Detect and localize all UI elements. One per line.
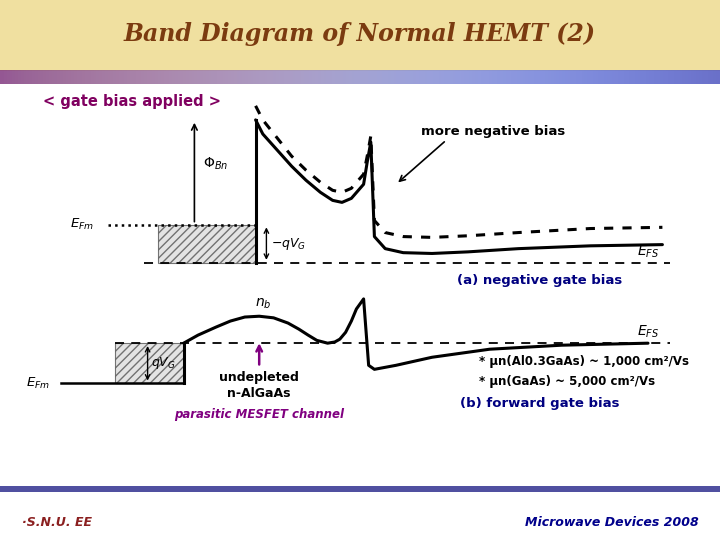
Text: $E_{Fm}$: $E_{Fm}$ [70,217,94,232]
Text: $E_{Fm}$: $E_{Fm}$ [27,376,50,391]
Text: $-qV_G$: $-qV_G$ [271,235,307,252]
Bar [158,225,256,263]
Text: $n_b$: $n_b$ [255,297,271,312]
Text: (a) negative gate bias: (a) negative gate bias [457,274,623,287]
Text: n-AlGaAs: n-AlGaAs [228,387,291,401]
Text: $E_{FS}$: $E_{FS}$ [637,323,660,340]
Text: < gate bias applied >: < gate bias applied > [43,94,221,109]
Text: $qV_G$: $qV_G$ [151,355,176,372]
Text: $\Phi_{Bn}$: $\Phi_{Bn}$ [203,156,228,172]
Text: more negative bias: more negative bias [421,125,565,138]
Text: Microwave Devices 2008: Microwave Devices 2008 [525,516,698,530]
Text: parasitic MESFET channel: parasitic MESFET channel [174,408,344,421]
Text: Band Diagram of Normal HEMT (2): Band Diagram of Normal HEMT (2) [124,22,596,46]
Text: (b) forward gate bias: (b) forward gate bias [460,397,620,410]
Text: * μn(GaAs) ~ 5,000 cm²/Vs: * μn(GaAs) ~ 5,000 cm²/Vs [479,375,655,388]
Bar [115,343,184,383]
Text: undepleted: undepleted [220,372,299,384]
Text: * μn(Al0.3GaAs) ~ 1,000 cm²/Vs: * μn(Al0.3GaAs) ~ 1,000 cm²/Vs [479,355,689,368]
Text: ·S.N.U. EE: ·S.N.U. EE [22,516,91,530]
Text: $E_{FS}$: $E_{FS}$ [637,243,660,260]
